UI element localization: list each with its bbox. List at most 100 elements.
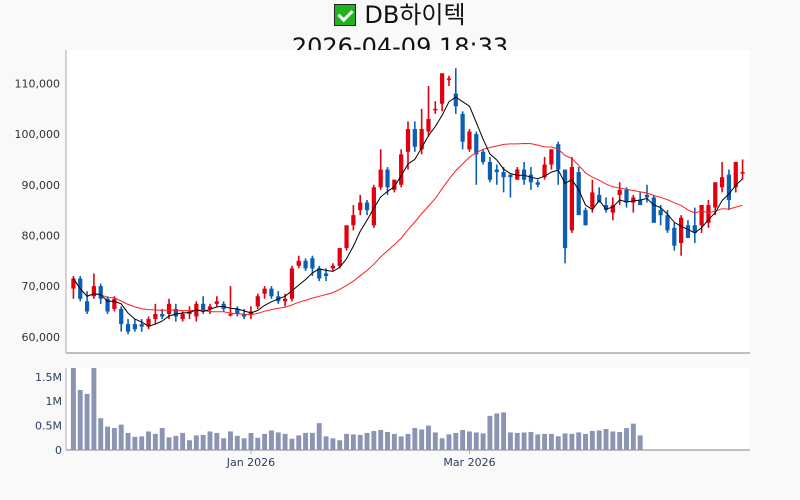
volume-bar <box>337 440 343 450</box>
candle-up <box>515 169 520 180</box>
volume-bar <box>426 425 431 450</box>
volume-bar <box>132 436 138 450</box>
candle-up <box>706 205 711 223</box>
candle-up <box>590 192 595 208</box>
volume-bar <box>125 432 131 450</box>
candle-down <box>658 210 663 216</box>
volume-bar <box>371 430 377 450</box>
volume-bar <box>234 435 240 450</box>
candle-up <box>549 149 554 165</box>
candle-down <box>508 174 513 178</box>
ma-short-line <box>72 96 743 327</box>
candle-up <box>71 278 76 289</box>
candle-up <box>679 217 684 244</box>
candle-down <box>160 313 165 317</box>
price-tick-label: 70,000 <box>22 280 61 293</box>
candle-up <box>337 248 342 266</box>
candle-up <box>153 313 158 320</box>
candle-down <box>453 93 458 107</box>
candle-up <box>262 288 267 294</box>
price-tick-label: 110,000 <box>15 77 61 90</box>
volume-bar <box>98 418 104 450</box>
volume-bar <box>255 437 261 450</box>
volume-bar <box>432 432 438 450</box>
candle-down <box>98 286 103 299</box>
volume-bar <box>610 431 616 450</box>
volume-bar <box>105 426 111 450</box>
candle-down <box>139 324 144 327</box>
candle-down <box>685 225 691 238</box>
candle-down <box>494 169 499 173</box>
candle-up <box>180 313 185 320</box>
candle-down <box>474 134 479 155</box>
volume-bar <box>630 423 636 450</box>
candle-down <box>201 303 206 312</box>
candle-down <box>603 205 609 211</box>
candle-down <box>562 169 568 249</box>
candle-up <box>699 205 704 226</box>
candle-down <box>132 324 137 330</box>
volume-bar <box>159 428 165 450</box>
volume-bar <box>166 437 172 450</box>
price-tick-label: 90,000 <box>22 179 61 192</box>
candle-down <box>576 172 581 216</box>
ma-long-line <box>72 142 743 316</box>
volume-bar <box>562 433 568 450</box>
candle-down <box>119 308 124 325</box>
candle-down <box>624 189 629 203</box>
volume-bar <box>364 432 370 450</box>
volume-bar <box>378 429 384 450</box>
candle-up <box>91 286 97 297</box>
volume-bar <box>617 431 623 450</box>
volume-bar <box>309 432 315 450</box>
volume-bar <box>344 433 350 450</box>
chart-title: DB하이텍 <box>0 0 800 30</box>
volume-bar <box>542 433 548 450</box>
volume-bar <box>555 436 561 450</box>
volume-bar <box>316 423 322 450</box>
candle-up <box>719 177 725 188</box>
candle-down <box>583 210 588 226</box>
candle-up <box>146 319 151 327</box>
volume-bar <box>289 438 295 450</box>
candle-up <box>569 167 574 231</box>
candle-down <box>323 273 329 276</box>
volume-bar <box>111 428 117 450</box>
candle-up <box>733 161 738 188</box>
volume-bar <box>357 434 363 450</box>
volume-bar <box>180 432 186 450</box>
candle-up <box>405 129 411 152</box>
price-plot-area <box>66 50 750 353</box>
candle-down <box>651 197 656 223</box>
volume-bar <box>187 440 192 450</box>
candle-up <box>617 189 622 195</box>
candle-up <box>378 169 383 188</box>
volume-bar <box>412 428 418 450</box>
volume-bar <box>152 433 158 450</box>
volume-tick-label: 0.5M <box>35 420 62 433</box>
candle-up <box>207 306 213 309</box>
candle-down <box>644 194 650 198</box>
candle-down <box>105 298 110 312</box>
volume-bar <box>637 435 643 450</box>
candle-down <box>303 260 308 269</box>
volume-bar <box>446 434 452 450</box>
candle-down <box>125 324 131 332</box>
candle-up <box>296 260 301 266</box>
volume-bar <box>589 430 595 450</box>
volume-bar <box>303 432 309 450</box>
volume-bar <box>282 433 288 450</box>
candle-up <box>740 172 745 174</box>
candle-down <box>535 182 540 185</box>
volume-bar <box>528 431 534 450</box>
candle-up <box>166 303 172 314</box>
price-tick-label: 80,000 <box>22 229 61 242</box>
candle-down <box>269 288 274 297</box>
candle-down <box>556 144 561 170</box>
volume-bar <box>84 393 90 450</box>
candle-down <box>528 174 534 183</box>
volume-bar <box>453 432 459 450</box>
candle-up <box>358 202 363 211</box>
volume-bar <box>466 431 472 450</box>
